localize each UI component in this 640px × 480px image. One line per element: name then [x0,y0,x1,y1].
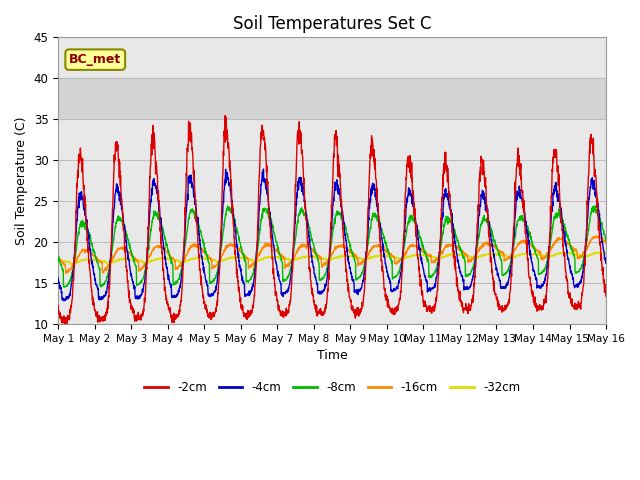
-4cm [492,262,499,267]
-8cm [591,203,599,209]
-4cm [54,276,62,281]
-8cm [569,251,577,256]
-32cm [68,262,76,267]
X-axis label: Time: Time [317,349,348,362]
-2cm [348,307,356,313]
-4cm [207,292,215,298]
-16cm [569,244,577,250]
-4cm [602,260,610,265]
Text: BC_met: BC_met [69,53,122,66]
-8cm [54,254,62,260]
-4cm [570,276,577,281]
-32cm [569,252,577,257]
Line: -2cm: -2cm [58,116,606,324]
-2cm [602,294,610,300]
-2cm [207,316,215,322]
-4cm [554,199,562,204]
-32cm [596,249,604,254]
Line: -4cm: -4cm [58,169,606,301]
-4cm [260,166,268,172]
-8cm [602,238,610,243]
-32cm [348,253,356,259]
-16cm [360,256,368,262]
-2cm [570,303,577,309]
-2cm [554,163,562,168]
-32cm [602,250,610,256]
-32cm [492,252,499,258]
-32cm [207,256,215,262]
-4cm [360,271,368,277]
-4cm [60,298,68,304]
-8cm [207,280,215,286]
Line: -32cm: -32cm [58,252,606,264]
-4cm [348,277,356,283]
-32cm [360,257,368,263]
Legend: -2cm, -4cm, -8cm, -16cm, -32cm: -2cm, -4cm, -8cm, -16cm, -32cm [140,376,525,398]
-32cm [54,258,62,264]
-16cm [492,243,499,249]
Y-axis label: Soil Temperature (C): Soil Temperature (C) [15,117,28,245]
-8cm [348,249,356,254]
-16cm [54,255,62,261]
-8cm [61,284,68,290]
-8cm [360,264,368,270]
-16cm [554,237,562,243]
-2cm [221,113,229,119]
-2cm [492,290,499,296]
-16cm [348,250,356,255]
-16cm [62,270,70,276]
-16cm [597,233,605,239]
-16cm [207,256,215,262]
Line: -8cm: -8cm [58,206,606,287]
Bar [58,78,606,120]
Line: -16cm: -16cm [58,236,606,273]
-2cm [61,321,69,327]
-32cm [554,251,562,257]
Title: Soil Temperatures Set C: Soil Temperatures Set C [233,15,431,33]
-2cm [360,288,368,294]
-2cm [54,302,62,308]
-16cm [602,240,610,246]
-8cm [492,243,499,249]
-8cm [554,211,562,216]
